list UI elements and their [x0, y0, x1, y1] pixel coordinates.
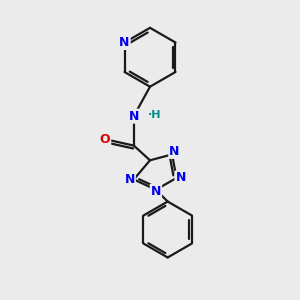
Text: O: O [100, 133, 110, 146]
Text: N: N [124, 173, 135, 186]
Text: N: N [169, 145, 180, 158]
Text: ·H: ·H [148, 110, 161, 120]
Text: N: N [119, 36, 130, 49]
Text: N: N [176, 172, 186, 184]
Text: N: N [129, 110, 139, 123]
Text: N: N [151, 185, 161, 198]
